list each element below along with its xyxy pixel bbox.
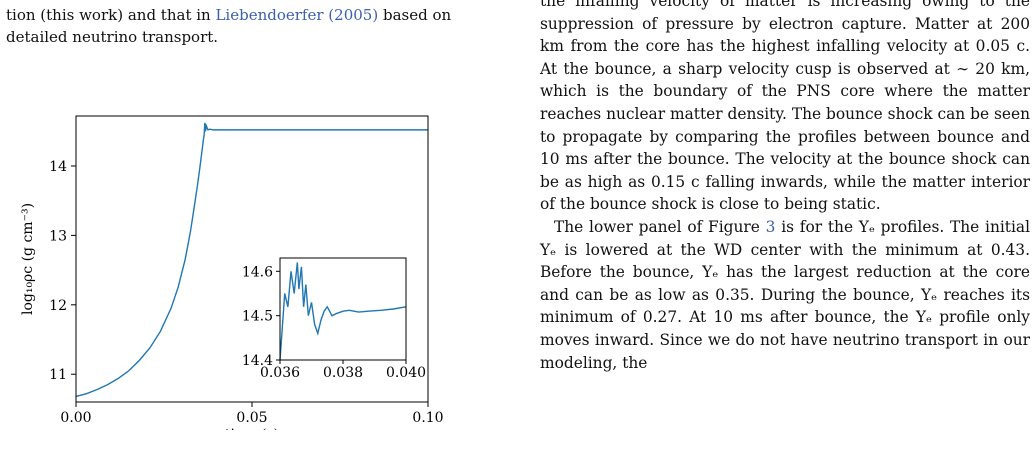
paragraph-1: the infalling velocity of matter is incr… [540,0,1030,214]
text-line1-suffix: based on [378,6,452,24]
y-axis-label: log₁₀ρc (g cm⁻³) [20,203,36,315]
x-tick-label: 0.10 [412,410,443,426]
text-line2: detailed neutrino transport. [6,28,219,46]
body-text: the infalling velocity of matter is incr… [540,0,1030,374]
y-tick-label: 11 [49,367,67,383]
left-text-fragment: tion (this work) and that in Liebendoerf… [6,4,496,48]
x-tick-label: 0.05 [236,410,267,426]
plot-frame [75,115,429,403]
left-column: tion (this work) and that in Liebendoerf… [0,0,500,456]
citation-link[interactable]: Liebendoerfer (2005) [215,6,379,24]
inset-y-tick-label: 14.6 [242,264,273,280]
inset-x-tick-label: 0.040 [386,365,426,381]
x-axis-label: time (s) [225,427,279,430]
inset-y-tick-label: 14.4 [242,353,273,369]
y-tick-label: 14 [49,159,67,175]
inset-series-line [279,262,407,361]
inset-x-tick-label: 0.036 [260,365,300,381]
y-tick-label: 12 [49,298,67,314]
text-line1: tion (this work) and that in [6,6,216,24]
paragraph-2: The lower panel of Figure 3 is for the Y… [540,216,1030,374]
citation-author[interactable]: Liebendoerfer [215,6,324,24]
inset-y-tick-label: 14.5 [242,309,273,325]
inset-x-tick-label: 0.038 [323,365,363,381]
y-tick-label: 13 [49,228,67,244]
density-series-line [75,122,428,398]
paragraph-2-part-a: The lower panel of Figure [554,217,766,236]
paragraph-2-part-b: is for the Yₑ profiles. The initial Yₑ i… [540,217,1030,372]
figure-reference-link[interactable]: 3 [765,217,776,236]
x-tick-label: 0.00 [60,410,91,426]
right-column: the infalling velocity of matter is incr… [540,0,1036,456]
citation-year[interactable]: 2005 [334,6,373,24]
density-figure: 0.00 0.05 0.10 11 12 13 14 time (s) log₁₀ρc (g c… [20,115,444,430]
